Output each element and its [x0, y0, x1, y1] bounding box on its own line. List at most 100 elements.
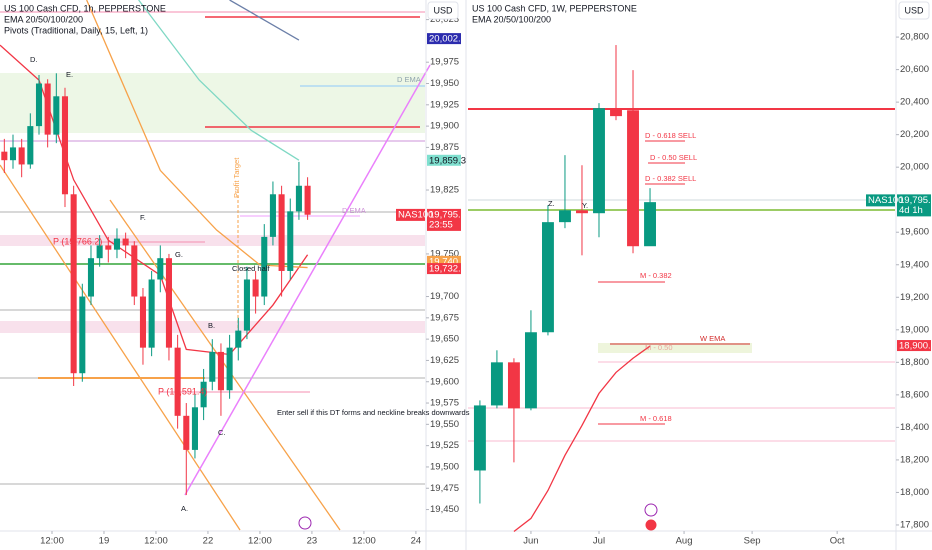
annotation: Enter sell if this DT forms and neckline…: [277, 408, 470, 417]
annotation: E.: [66, 70, 73, 79]
symbol-tag-bg: [866, 194, 895, 207]
right-drawings: [468, 108, 895, 532]
candle-body: [209, 351, 216, 382]
candle-body: [269, 194, 276, 237]
indicator: EMA 20/50/100/200: [472, 14, 551, 24]
currency-button[interactable]: [427, 1, 459, 20]
candle-body: [191, 407, 198, 450]
candle-body: [27, 126, 34, 165]
currency[interactable]: USD: [904, 5, 924, 15]
price-label: 19,859.3: [429, 155, 466, 166]
annotation: M - 0.618: [640, 414, 672, 423]
y-tick-label: 18,200: [900, 454, 929, 465]
y-tick-label: 19,525: [430, 440, 459, 451]
indicator: Pivots (Traditional, Daily, 15, Left, 1): [4, 25, 148, 35]
x-tick-label: 22: [203, 536, 214, 547]
y-tick-label: 19,500: [430, 461, 459, 472]
chart-title: US 100 Cash CFD, 1W, PEPPERSTONE: [472, 3, 637, 13]
price-label-bg: [427, 263, 461, 275]
candle-body: [226, 347, 233, 391]
candle-body: [174, 347, 181, 416]
y-tick-label: 20,025: [430, 14, 459, 25]
annotation: B.: [208, 321, 215, 330]
zone: [0, 235, 425, 246]
candle-body: [139, 296, 146, 348]
x-tick-label: 23: [307, 536, 318, 547]
candle-body: [507, 362, 520, 409]
ema-line: [513, 345, 651, 532]
y-tick-label: 20,600: [900, 64, 929, 75]
y-tick-label: 19,875: [430, 142, 459, 153]
annotation: M - 0.50: [645, 343, 673, 352]
chart-pane: 20,800 20,600 20,400 20,200 20,000 19,600 19,4…: [473, 32, 932, 547]
price-label-bg: [427, 208, 461, 231]
candle-body: [165, 258, 172, 348]
candle-body: [473, 405, 486, 471]
candle-body: [70, 194, 77, 374]
x-tick-label: 12:00: [352, 536, 376, 547]
annotation: P (19,591.4): [158, 386, 207, 396]
y-tick-label: 19,475: [430, 483, 459, 494]
price-label: 20,002.1: [429, 34, 466, 45]
symbol-tag-bg: [396, 208, 425, 221]
candle-body: [87, 258, 95, 297]
price-label: 19,795.9: [899, 195, 932, 206]
price-label-bg: [427, 33, 461, 45]
trend-line: [184, 64, 431, 496]
y-tick-label: 19,700: [430, 291, 459, 302]
candle-body: [35, 83, 43, 127]
icon: [644, 503, 658, 517]
y-tick-label: 19,900: [430, 121, 459, 132]
annotation: Closed half: [232, 264, 270, 273]
x-tick-label: Aug: [676, 536, 693, 547]
candle-body: [131, 245, 138, 297]
price-label-bg: [897, 340, 931, 352]
zone: [0, 73, 425, 133]
x-tick-label: Oct: [830, 536, 845, 547]
annotation: F.: [140, 213, 146, 222]
y-tick-label: 20,000: [900, 162, 929, 173]
y-tick-label: 19,625: [430, 355, 459, 366]
x-tick-label: 19: [99, 536, 110, 547]
y-tick-label: 19,000: [900, 324, 929, 335]
zone: [0, 321, 425, 333]
y-tick-label: 19,600: [900, 227, 929, 238]
price-label-bg: [897, 194, 931, 217]
icon: [298, 516, 312, 530]
y-tick-label: 20,200: [900, 129, 929, 140]
candle-body: [610, 108, 622, 117]
x-tick-label: 12:00: [144, 536, 168, 547]
candle-body: [576, 210, 588, 214]
candle-body: [627, 110, 639, 247]
annotation: Z.: [548, 199, 555, 208]
candle-body: [200, 381, 207, 408]
candle-body: [79, 296, 86, 374]
y-tick-label: 19,575: [430, 398, 459, 409]
currency[interactable]: USD: [433, 5, 453, 15]
candle-body: [183, 415, 190, 450]
candle-body: [148, 279, 155, 348]
price-label: 19,732.2: [429, 264, 466, 275]
x-tick-label: 12:00: [248, 536, 272, 547]
y-tick-label: 19,825: [430, 185, 459, 196]
chart-title: US 100 Cash CFD, 1h, PEPPERSTONE: [4, 3, 166, 13]
price-label: 19,740.7: [429, 256, 466, 267]
x-tick-label: 12:00: [40, 536, 64, 547]
x-tick-label: Jul: [593, 536, 605, 547]
candle-body: [53, 96, 60, 135]
annotation: C.: [218, 428, 226, 437]
candle-body: [542, 222, 554, 333]
currency-button[interactable]: [898, 1, 930, 20]
price-label: 18,900.1: [899, 341, 932, 352]
candle-body: [61, 96, 69, 195]
annotation: D - 0.618 SELL: [645, 131, 696, 140]
candle-body: [559, 210, 571, 223]
annotation: D EMA: [342, 206, 366, 215]
annotation: D - 0.382 SELL: [645, 174, 696, 183]
price-label-bg: [427, 255, 461, 267]
symbol-tag: NAS100: [868, 195, 903, 206]
candle-body: [287, 211, 294, 271]
y-tick-label: 19,675: [430, 312, 459, 323]
candle-body: [304, 185, 311, 215]
y-tick-label: 19,975: [430, 57, 459, 68]
